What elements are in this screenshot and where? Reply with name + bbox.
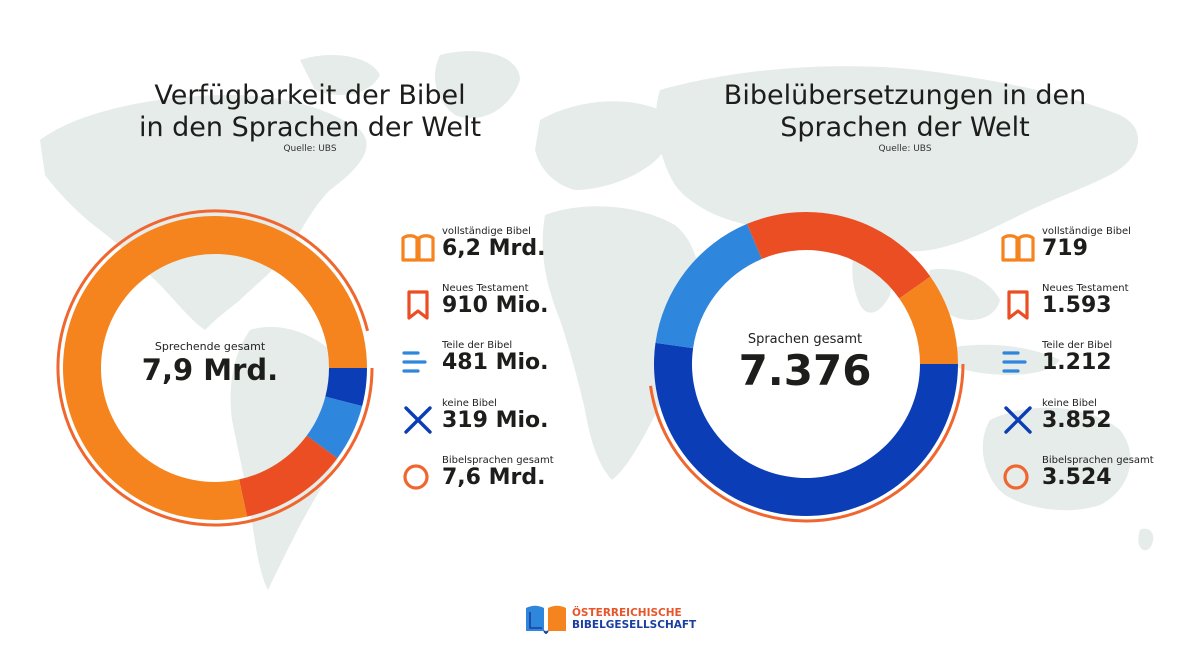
right-legend-value: 719: [1042, 236, 1088, 261]
right-legend-value: 3.852: [1042, 408, 1112, 433]
logo-book-icon: [526, 605, 566, 634]
left-legend-value: 481 Mio.: [442, 350, 549, 375]
left-legend-item-total: Bibelsprachen gesamt 7,6 Mrd.: [400, 455, 590, 499]
list-lines-icon: [1002, 351, 1027, 373]
right-slice-keine-bibel: [654, 342, 958, 516]
book-icon: [401, 234, 435, 262]
left-title-line-1: Verfügbarkeit der Bibel: [154, 80, 466, 111]
left-highlight-arc: [56, 209, 374, 527]
left-legend-caption: Neues Testament: [442, 283, 529, 294]
left-source: Quelle: UBS: [283, 144, 337, 154]
right-slice-teile-der-bibel: [655, 223, 762, 349]
right-legend-caption: keine Bibel: [1042, 398, 1097, 409]
bible-society-logo: ÖSTERREICHISCHE BIBELGESELLSCHAFT: [524, 604, 697, 634]
left-legend-value: 319 Mio.: [442, 408, 549, 433]
left-donut-center: Sprechende gesamt 7,9 Mrd.: [95, 340, 325, 387]
right-donut-chart: [649, 212, 965, 523]
right-title-line-1: Bibelübersetzungen in den: [723, 80, 1087, 111]
right-legend-caption: Bibelsprachen gesamt: [1042, 455, 1154, 466]
right-legend-value: 1.212: [1042, 350, 1112, 375]
left-slice-keine-bibel: [325, 368, 367, 407]
left-center-value: 7,9 Mrd.: [141, 353, 279, 387]
right-chart-title: Bibelübersetzungen in den Sprachen der W…: [695, 80, 1115, 144]
list-lines-icon: [402, 351, 427, 373]
left-legend-item-parts: Teile der Bibel 481 Mio.: [400, 340, 590, 384]
right-legend-item-no-bible: keine Bibel 3.852: [1000, 398, 1190, 442]
right-legend-value: 1.593: [1042, 293, 1112, 318]
right-source: Quelle: UBS: [878, 144, 932, 154]
logo-line-2: BIBELGESELLSCHAFT: [572, 619, 697, 631]
right-slice-vollst-ndige-bibel: [899, 276, 958, 364]
logo-line-1: ÖSTERREICHISCHE: [572, 607, 682, 619]
left-center-label: Sprechende gesamt: [154, 340, 266, 353]
circle-icon: [403, 464, 429, 490]
circle-icon: [1003, 464, 1029, 490]
right-legend-item-total: Bibelsprachen gesamt 3.524: [1000, 455, 1190, 499]
right-center-value: 7.376: [738, 346, 872, 395]
right-center-label: Sprachen gesamt: [747, 332, 863, 347]
left-legend-value: 910 Mio.: [442, 293, 549, 318]
left-legend-value: 6,2 Mrd.: [442, 236, 546, 261]
left-slice-teile-der-bibel: [306, 396, 363, 459]
left-legend-item-full-bible: vollständige Bibel 6,2 Mrd.: [400, 226, 590, 270]
right-legend: vollständige Bibel 719 Neues Testament 1…: [1000, 226, 1190, 496]
left-legend-caption: keine Bibel: [442, 398, 497, 409]
right-legend-item-full-bible: vollständige Bibel 719: [1000, 226, 1190, 270]
bookmark-icon: [407, 290, 429, 320]
right-legend-caption: vollständige Bibel: [1042, 226, 1131, 237]
book-icon: [1001, 234, 1035, 262]
left-legend-caption: Bibelsprachen gesamt: [442, 455, 554, 466]
right-legend-item-parts: Teile der Bibel 1.212: [1000, 340, 1190, 384]
right-highlight-arc: [649, 363, 965, 523]
left-title-line-2: in den Sprachen der Welt: [138, 112, 482, 143]
left-legend-item-no-bible: keine Bibel 319 Mio.: [400, 398, 590, 442]
right-donut-center: Sprachen gesamt 7.376: [690, 332, 920, 395]
bookmark-icon: [1007, 290, 1029, 320]
left-donut-chart: [56, 209, 374, 527]
right-legend-caption: Teile der Bibel: [1042, 340, 1113, 351]
right-title-line-2: Sprachen der Welt: [780, 112, 1030, 143]
left-legend: vollständige Bibel 6,2 Mrd. Neues Testam…: [400, 226, 600, 496]
left-legend-item-new-testament: Neues Testament 910 Mio.: [400, 283, 590, 327]
left-legend-caption: Teile der Bibel: [442, 340, 513, 351]
right-legend-value: 3.524: [1042, 465, 1112, 490]
right-legend-item-new-testament: Neues Testament 1.593: [1000, 283, 1190, 327]
left-legend-value: 7,6 Mrd.: [442, 465, 546, 490]
cross-icon: [1004, 406, 1032, 434]
left-legend-caption: vollständige Bibel: [442, 226, 531, 237]
left-slice-neues-testament: [239, 435, 338, 517]
right-legend-caption: Neues Testament: [1042, 283, 1129, 294]
right-slice-neues-testament: [746, 212, 931, 299]
cross-icon: [404, 406, 432, 434]
left-chart-title: Verfügbarkeit der Bibel in den Sprachen …: [100, 80, 520, 144]
